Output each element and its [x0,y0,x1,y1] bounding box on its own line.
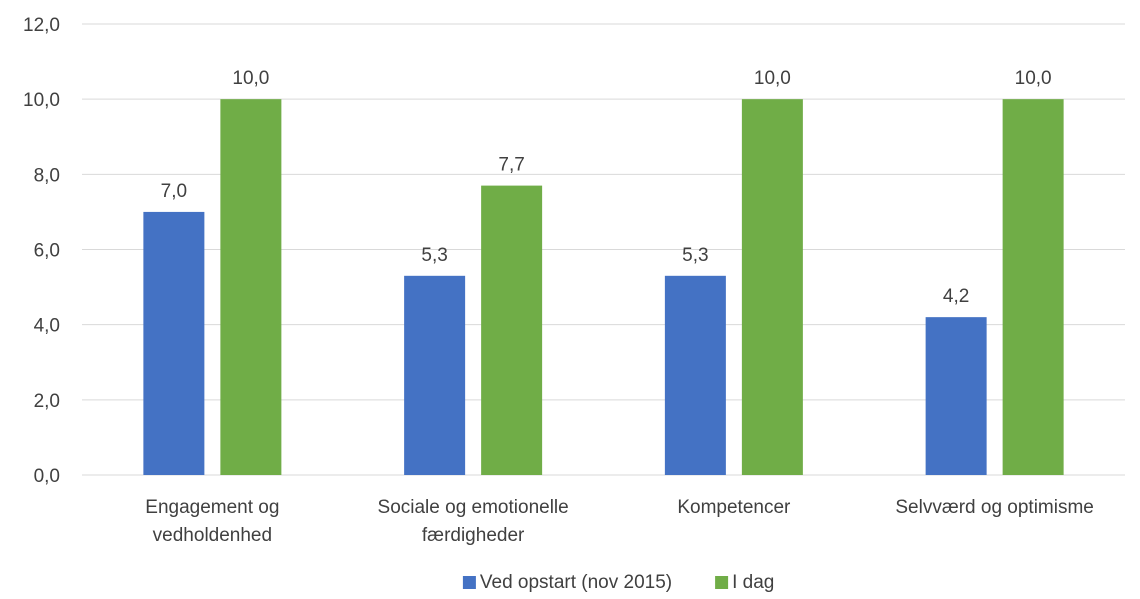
bar-start [664,275,726,475]
data-label: 7,7 [498,155,524,176]
y-tick-label: 4,0 [34,316,60,337]
x-category-label: færdigheder [422,525,525,546]
y-tick-label: 6,0 [34,241,60,262]
bar-start [143,211,205,475]
bar-today [481,185,543,475]
y-tick-label: 8,0 [34,165,60,186]
bar-start [404,275,466,475]
bar-start [925,317,987,475]
x-category-label: Sociale og emotionelle [378,497,569,518]
x-category-label: vedholdenhed [153,525,272,546]
bars [143,99,1064,476]
y-axis-tick-labels: 0,0 2,0 4,0 6,0 8,0 10,0 12,0 [23,15,60,487]
data-label: 10,0 [1015,68,1052,89]
legend-swatch [462,576,476,589]
data-label: 10,0 [232,68,269,89]
bar-today [741,99,803,476]
data-label: 5,3 [682,245,708,266]
data-label: 10,0 [754,68,791,89]
x-category-label: Selvværd og optimisme [895,497,1094,518]
y-tick-label: 12,0 [23,15,60,36]
x-category-label: Engagement og [145,497,279,518]
bar-today [220,99,282,476]
legend-label: I dag [732,572,774,593]
data-label: 7,0 [161,181,187,202]
x-category-label: Kompetencer [677,497,791,518]
legend-label: Ved opstart (nov 2015) [480,572,672,593]
legend: Ved opstart (nov 2015) I dag [462,572,774,593]
data-label: 5,3 [421,245,447,266]
x-axis-category-labels: Engagement og vedholdenhed Sociale og emot… [145,497,1094,546]
y-tick-label: 0,0 [34,466,60,487]
legend-swatch [715,576,729,589]
y-tick-label: 10,0 [23,90,60,111]
bar-today [1002,99,1064,476]
data-labels: 7,0 10,0 5,3 7,7 5,3 10,0 4,2 10,0 [161,68,1052,307]
data-label: 4,2 [943,286,969,307]
y-tick-label: 2,0 [34,391,60,412]
